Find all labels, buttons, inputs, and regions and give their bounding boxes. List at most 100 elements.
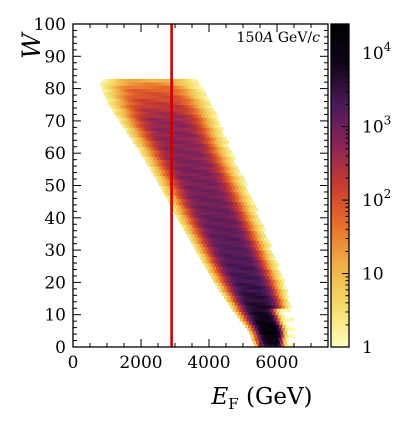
- heatmap-cell: [153, 114, 158, 119]
- heatmap-cell: [255, 227, 259, 232]
- heatmap-cell: [200, 166, 204, 170]
- colorbar: [330, 23, 350, 348]
- heatmap-cell: [252, 292, 257, 296]
- heatmap-cell: [214, 240, 219, 245]
- heatmap-cell: [281, 305, 286, 309]
- heatmap-cell: [262, 275, 267, 280]
- heatmap-cell: [180, 185, 185, 190]
- heatmap-cell: [122, 114, 127, 119]
- heatmap-cell: [124, 82, 128, 86]
- heatmap-cell: [205, 266, 210, 270]
- heatmap-cell: [257, 279, 262, 283]
- heatmap-cell: [165, 188, 170, 193]
- heatmap-cell: [265, 321, 270, 325]
- heatmap-cell: [120, 98, 124, 102]
- heatmap-cell: [209, 188, 214, 193]
- heatmap-cell: [268, 324, 273, 329]
- heatmap-cell: [198, 91, 203, 96]
- heatmap-cell: [150, 104, 155, 109]
- heatmap-cell: [206, 214, 211, 219]
- heatmap-cell: [194, 114, 199, 119]
- heatmap-cell: [201, 98, 206, 102]
- heatmap-cell: [232, 198, 236, 203]
- heatmap-cell: [237, 195, 241, 199]
- heatmap-cell: [188, 120, 193, 125]
- heatmap-cell: [248, 311, 253, 316]
- heatmap-cell: [192, 159, 197, 164]
- heatmap-cell: [184, 78, 189, 83]
- heatmap-cell: [210, 117, 214, 122]
- heatmap-cell: [152, 95, 157, 99]
- heatmap-cell: [255, 275, 260, 280]
- heatmap-cell: [210, 250, 214, 254]
- heatmap-cell: [116, 98, 121, 102]
- heatmap-cell: [197, 240, 202, 245]
- heatmap-cell: [185, 175, 190, 180]
- heatmap-cell: [238, 233, 243, 238]
- heatmap-cell: [242, 204, 247, 209]
- heatmap-cell: [272, 275, 277, 280]
- heatmap-cell: [148, 111, 152, 115]
- heatmap-cell: [179, 143, 184, 148]
- heatmap-cell: [208, 120, 213, 125]
- heatmap-cell: [165, 153, 170, 157]
- heatmap-cell: [270, 343, 275, 347]
- heatmap-cell: [203, 107, 208, 112]
- heatmap-cell: [116, 114, 120, 119]
- heatmap-cell: [218, 140, 222, 144]
- heatmap-cell: [246, 217, 250, 222]
- heatmap-cell: [225, 198, 230, 203]
- heatmap-cell: [151, 153, 156, 157]
- heatmap-cell: [222, 224, 227, 228]
- heatmap-cell: [205, 204, 209, 209]
- heatmap-cell: [230, 214, 235, 219]
- heatmap-cell: [131, 111, 135, 115]
- heatmap-cell: [139, 88, 144, 93]
- heatmap-cell: [249, 298, 254, 303]
- heatmap-cell: [253, 288, 258, 293]
- heatmap-cell: [246, 237, 251, 241]
- heatmap-cell: [220, 201, 225, 206]
- heatmap-cell: [226, 266, 230, 270]
- heatmap-cell: [238, 198, 243, 203]
- heatmap-cell: [216, 279, 221, 283]
- heatmap-cell: [178, 82, 183, 86]
- heatmap-cell: [243, 279, 248, 283]
- heatmap-cell: [177, 88, 181, 93]
- heatmap-cell: [252, 240, 256, 245]
- heatmap-cell: [177, 211, 182, 215]
- heatmap-cell: [279, 330, 284, 335]
- heatmap-cell: [225, 253, 230, 257]
- heatmap-cell: [137, 111, 142, 115]
- heatmap-cell: [259, 259, 264, 264]
- heatmap-cell: [154, 91, 159, 96]
- heatmap-cell: [250, 314, 255, 319]
- heatmap-cell: [176, 143, 180, 148]
- heatmap-cell: [196, 208, 201, 212]
- heatmap-cell: [235, 275, 239, 280]
- heatmap-cell: [283, 317, 288, 322]
- heatmap-cell: [227, 256, 232, 261]
- heatmap-cell: [103, 91, 108, 96]
- heatmap-cell: [118, 95, 123, 99]
- heatmap-cell: [196, 143, 201, 148]
- heatmap-cell: [284, 334, 289, 338]
- heatmap-cell: [257, 314, 262, 319]
- heatmap-cell: [191, 217, 196, 222]
- heatmap-cell: [167, 140, 171, 144]
- heatmap-cell: [111, 85, 116, 89]
- heatmap-cell: [260, 314, 265, 319]
- heatmap-cell: [248, 275, 253, 280]
- heatmap-cell: [141, 91, 145, 96]
- heatmap-cell: [275, 285, 279, 290]
- heatmap-cell: [191, 98, 196, 102]
- heatmap-cell: [210, 133, 215, 138]
- heatmap-cell: [248, 301, 253, 306]
- heatmap-cell: [239, 288, 244, 293]
- heatmap-cell: [203, 263, 208, 267]
- heatmap-cell: [152, 101, 156, 106]
- heatmap-cell: [161, 146, 165, 151]
- heatmap-cell: [179, 85, 184, 89]
- heatmap-cell: [209, 153, 214, 157]
- heatmap-cell: [212, 137, 217, 141]
